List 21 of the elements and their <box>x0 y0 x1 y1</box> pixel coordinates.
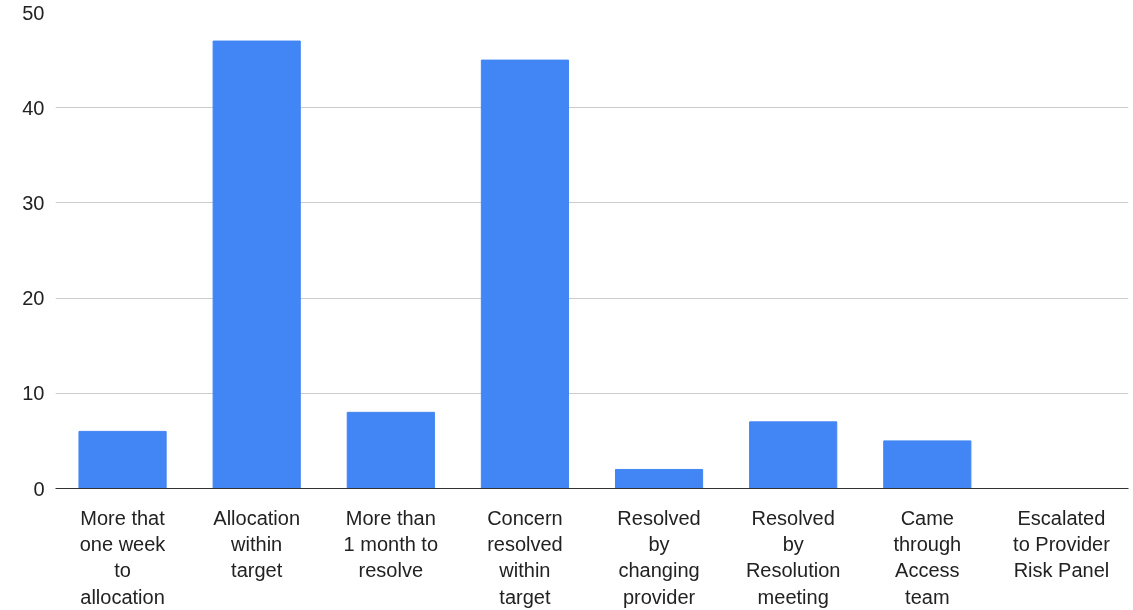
x-tick-label: More than 1 month to resolve <box>343 506 439 582</box>
y-tick-label: 50 <box>22 1 45 24</box>
y-tick-label: 30 <box>22 191 45 214</box>
x-tick-label: Resolved by changing provider <box>617 506 701 608</box>
bar <box>614 468 704 489</box>
bar <box>346 411 435 489</box>
bar <box>883 440 972 489</box>
x-tick-label: Allocation within target <box>213 506 301 582</box>
y-tick-label: 10 <box>22 382 45 405</box>
bar <box>212 40 301 489</box>
y-tick-label: 20 <box>22 287 45 310</box>
x-tick-label: Concern resolved within target <box>487 506 563 608</box>
bar <box>78 430 167 489</box>
x-tick-label: Escalated to Provider Risk Panel <box>1013 506 1111 582</box>
x-tick-label: Resolved by Resolution meeting <box>745 506 841 608</box>
y-tick-label: 40 <box>22 96 45 119</box>
x-tick-label: More that one week to allocation <box>79 506 167 608</box>
y-tick-label: 0 <box>33 477 45 500</box>
bar <box>480 59 570 489</box>
x-tick-label: Came through Access team <box>893 506 962 608</box>
bar <box>749 421 838 489</box>
